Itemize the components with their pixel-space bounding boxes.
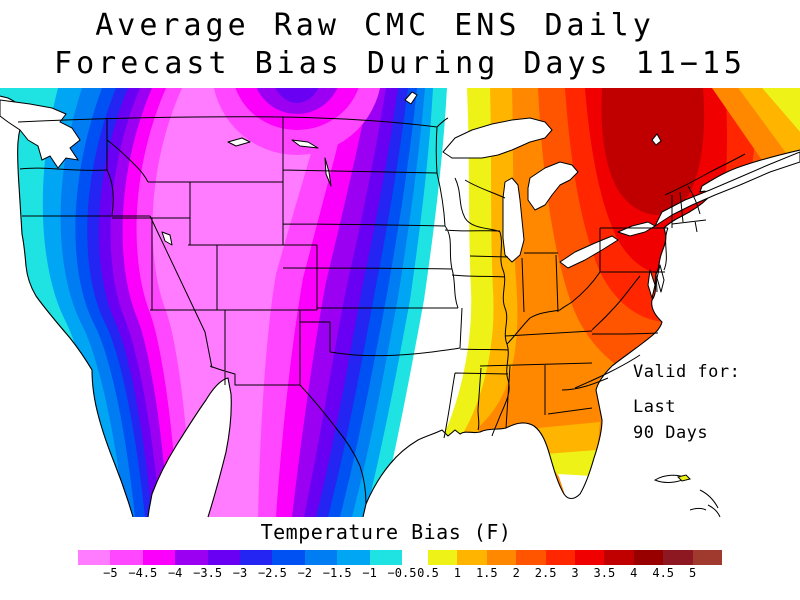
florida-band-yellow — [545, 450, 597, 478]
island-yellow-cay — [677, 474, 691, 482]
colorbar-tick-label: −5 — [103, 566, 118, 580]
colorbar-segment — [175, 550, 209, 565]
colorbar-tick-label: −3.5 — [193, 566, 223, 580]
colorbar-tick-label: −2 — [297, 566, 313, 580]
lake-erie — [559, 235, 619, 269]
colorbar-segment — [240, 550, 273, 565]
valid-for-label: Valid for: — [633, 362, 741, 382]
colorbar-tick-label: −3 — [232, 566, 248, 580]
corner-band-amber — [738, 88, 800, 172]
colorbar-tick-label: −1.5 — [322, 566, 352, 580]
state-boundaries — [17, 116, 746, 505]
page-title-line1: Average Raw CMC ENS Daily — [95, 8, 655, 43]
colorbar-tick-label: 5 — [688, 566, 697, 580]
colorbar-segment — [633, 550, 664, 565]
lake-superior — [442, 117, 553, 159]
colorbar-segment — [516, 550, 547, 565]
band-neg-5 — [152, 88, 330, 517]
colorbar-tick-label: 4.5 — [652, 566, 675, 580]
colorbar-tick-label: 1.5 — [475, 566, 498, 580]
colorbar-segment — [304, 550, 338, 565]
colorbar-segment — [457, 550, 488, 565]
puget-sound-inlet — [0, 99, 81, 169]
great-salt-lake — [161, 231, 173, 246]
colorbar-segment — [545, 550, 576, 565]
offshore-islands — [653, 474, 721, 518]
colorbar-segment — [78, 550, 111, 565]
nd-pocket-core-violet — [270, 88, 324, 103]
colorbar-segment — [663, 550, 694, 565]
colorbar-tick-label: −2.5 — [257, 566, 287, 580]
nd-pocket-ring-purple — [252, 88, 342, 114]
colorbar-tick-label: −0.5 — [387, 566, 417, 580]
colorbar-segment — [110, 550, 144, 565]
colorbar-tick-label: 2 — [512, 566, 520, 580]
colorbar-segment — [575, 550, 605, 565]
colorbar-segment — [604, 550, 635, 565]
band-pos-3p5-core — [601, 88, 705, 216]
corner-band-yellow — [762, 88, 800, 132]
chesapeake-bay — [647, 269, 656, 299]
colorbar-tick-label: 3.5 — [593, 566, 616, 580]
colorbar-segment — [272, 550, 306, 565]
lake-michigan — [502, 177, 525, 263]
colorbar-tick-label: −4 — [167, 566, 183, 580]
colorbar-tick-label: 3 — [571, 566, 579, 580]
colorbar-segment — [428, 550, 458, 565]
colorbar-tick-label: −1 — [362, 566, 377, 580]
page-title-line2: Forecast Bias During Days 11−15 — [54, 46, 746, 81]
lake-huron — [527, 161, 579, 211]
island-arc-3 — [707, 504, 721, 518]
colorbar-segment — [692, 550, 723, 565]
lake-fort-peck — [227, 137, 251, 147]
great-lakes — [161, 91, 800, 299]
valid-period-line1: Last — [633, 397, 676, 417]
valid-period-line2: 90 Days — [633, 423, 709, 443]
ontario-small-lake — [651, 133, 662, 146]
florida-band-amber — [538, 422, 600, 456]
colorbar-tick-label: 0.5 — [417, 566, 439, 580]
island-arc-2 — [699, 489, 719, 509]
colorbar-tick-label: 4 — [630, 566, 638, 580]
island-arc-4 — [689, 508, 707, 511]
colorbar-tick-label: −4.5 — [128, 566, 158, 580]
colorbar-tick-label: 1 — [453, 566, 462, 580]
colorbar-segment — [486, 550, 517, 565]
colorbar-segment — [142, 550, 176, 565]
lake-sakakawea — [291, 139, 319, 149]
colorbar-segment — [207, 550, 241, 565]
colorbar-segment — [337, 550, 371, 565]
lake-oahe — [324, 157, 332, 187]
colorbar-tick-label: 2.5 — [534, 566, 557, 580]
colorbar-title: Temperature Bias (F) — [260, 520, 512, 544]
st-lawrence-river — [654, 151, 800, 227]
colorbar-segment — [369, 550, 403, 565]
lake-winnipeg-tip — [404, 91, 418, 105]
